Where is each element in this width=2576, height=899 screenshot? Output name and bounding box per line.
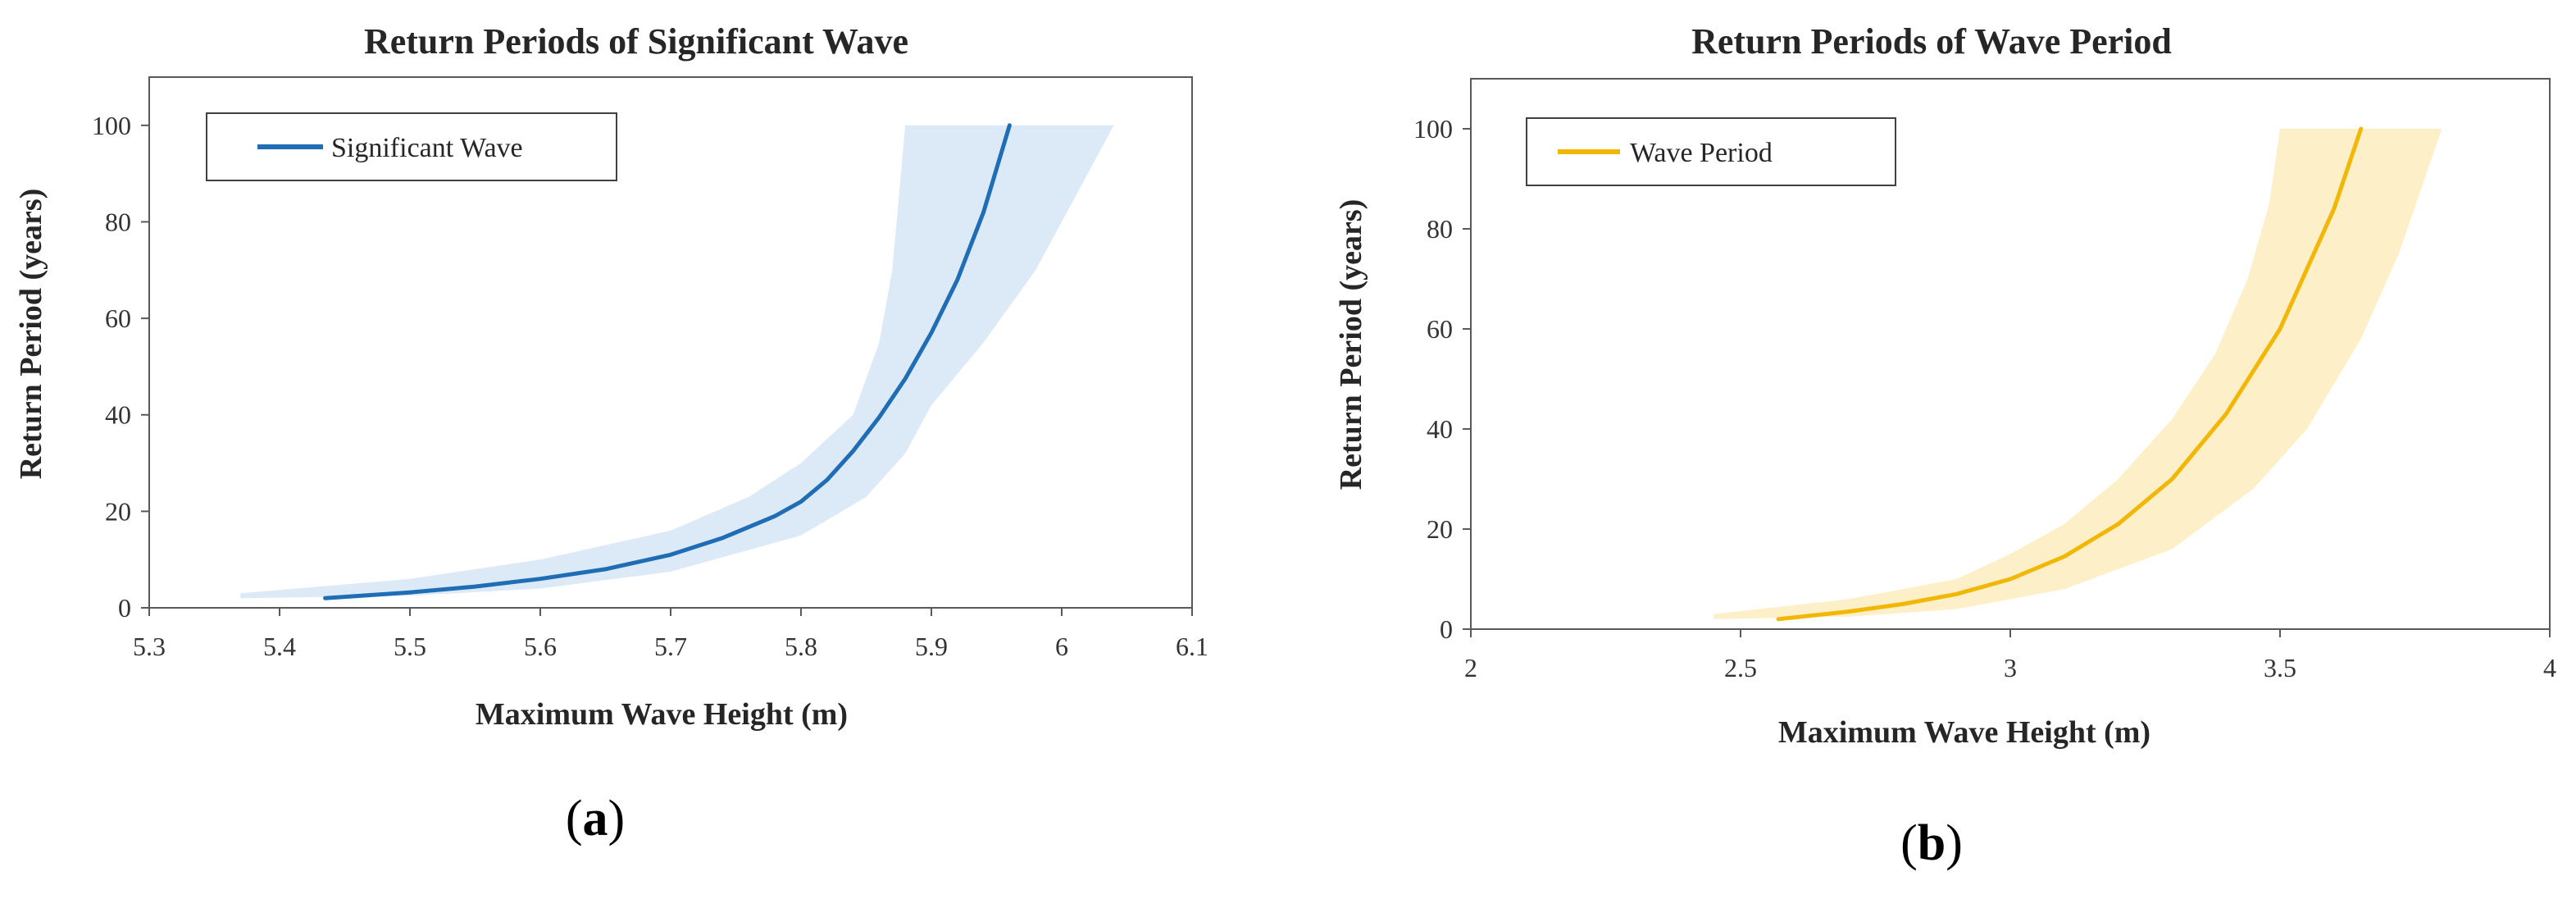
- legend: Significant Wave: [206, 112, 617, 181]
- y-tick-label: 60: [105, 303, 131, 333]
- x-tick-label: 5.5: [394, 632, 426, 661]
- x-tick-label: 5.9: [915, 632, 948, 661]
- x-axis-label: Maximum Wave Height (m): [476, 697, 848, 732]
- x-tick-label: 2.5: [1724, 653, 1757, 682]
- y-tick-label: 100: [1413, 114, 1453, 144]
- y-tick-label: 0: [118, 593, 131, 623]
- y-tick-label: 20: [105, 496, 131, 526]
- x-tick-label: 3.5: [2264, 653, 2296, 682]
- x-tick-label: 5.4: [263, 632, 296, 661]
- y-axis-label: Return Period (years): [14, 189, 48, 480]
- y-tick-label: 0: [1440, 614, 1453, 644]
- x-tick-label: 5.6: [524, 632, 557, 661]
- x-tick-label: 6: [1055, 632, 1068, 661]
- chart-title: Return Periods of Wave Period: [1691, 21, 2172, 62]
- y-tick-label: 40: [1427, 414, 1453, 444]
- y-tick-label: 20: [1427, 514, 1453, 544]
- x-tick-label: 3: [2004, 653, 2017, 682]
- legend-entry: Significant Wave: [331, 133, 523, 163]
- legend: Wave Period: [1526, 117, 1896, 186]
- x-tick-label: 5.7: [654, 632, 687, 661]
- x-tick-label: 2: [1464, 653, 1477, 682]
- y-tick-label: 80: [105, 207, 131, 236]
- panel-b: Return Periods of Wave Period Return Per…: [1334, 21, 2556, 871]
- x-tick-label: 5.3: [133, 632, 166, 661]
- x-tick-label: 5.8: [785, 632, 817, 661]
- x-tick-label: 4: [2543, 653, 2556, 682]
- panel-a: Return Periods of Significant Wave Retur…: [14, 21, 1208, 847]
- confidence-band: [240, 125, 1114, 599]
- y-tick-label: 80: [1427, 214, 1453, 244]
- legend-entry: Wave Period: [1630, 138, 1773, 168]
- series-line: [323, 123, 1012, 600]
- series-line: [1776, 126, 2364, 622]
- y-tick-label: 100: [92, 111, 131, 140]
- y-axis-label: Return Period (years): [1334, 199, 1368, 491]
- x-axis-label: Maximum Wave Height (m): [1778, 715, 2150, 750]
- x-tick-label: 6.1: [1176, 632, 1208, 661]
- plot-area: 5.3 5.4 5.5 5.6 5.7 5.8 5.9 6 6.1 0 20 40 60 80 100: [92, 76, 1208, 661]
- confidence-band: [1714, 129, 2442, 619]
- chart-title: Return Periods of Significant Wave: [364, 21, 908, 62]
- y-tick-label: 40: [105, 400, 131, 430]
- y-tick-label: 60: [1427, 314, 1453, 344]
- panel-label: (a): [566, 791, 625, 847]
- panel-label: (b): [1900, 815, 1963, 871]
